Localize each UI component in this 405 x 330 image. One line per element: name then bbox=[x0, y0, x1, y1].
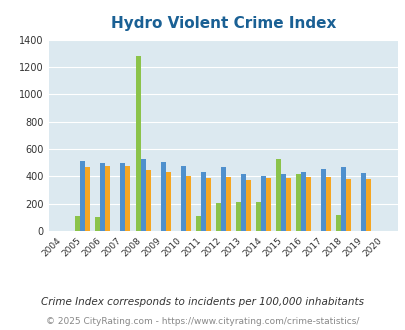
Bar bbox=[125, 166, 130, 231]
Bar bbox=[185, 176, 190, 231]
Bar bbox=[255, 202, 260, 231]
Bar bbox=[120, 163, 125, 231]
Bar bbox=[345, 179, 350, 231]
Bar bbox=[301, 172, 305, 231]
Text: Crime Index corresponds to incidents per 100,000 inhabitants: Crime Index corresponds to incidents per… bbox=[41, 297, 364, 307]
Bar bbox=[305, 177, 310, 231]
Bar bbox=[205, 178, 210, 231]
Bar bbox=[285, 178, 290, 231]
Bar bbox=[335, 214, 340, 231]
Bar bbox=[365, 179, 371, 231]
Bar bbox=[200, 172, 205, 231]
Bar bbox=[295, 174, 301, 231]
Bar bbox=[135, 56, 140, 231]
Bar bbox=[340, 167, 345, 231]
Bar bbox=[100, 163, 105, 231]
Bar bbox=[165, 172, 170, 231]
Bar bbox=[220, 167, 225, 231]
Bar bbox=[75, 216, 80, 231]
Bar bbox=[280, 174, 285, 231]
Text: © 2025 CityRating.com - https://www.cityrating.com/crime-statistics/: © 2025 CityRating.com - https://www.city… bbox=[46, 317, 359, 326]
Bar bbox=[320, 170, 325, 231]
Bar bbox=[95, 217, 100, 231]
Bar bbox=[140, 159, 145, 231]
Bar bbox=[225, 177, 230, 231]
Bar bbox=[180, 166, 185, 231]
Bar bbox=[85, 167, 90, 231]
Bar bbox=[215, 203, 220, 231]
Bar bbox=[105, 166, 110, 231]
Bar bbox=[265, 178, 270, 231]
Bar bbox=[360, 173, 365, 231]
Bar bbox=[80, 161, 85, 231]
Bar bbox=[325, 177, 330, 231]
Bar bbox=[145, 170, 150, 231]
Bar bbox=[245, 180, 250, 231]
Bar bbox=[275, 159, 280, 231]
Bar bbox=[240, 174, 245, 231]
Title: Hydro Violent Crime Index: Hydro Violent Crime Index bbox=[110, 16, 335, 31]
Bar bbox=[260, 176, 265, 231]
Bar bbox=[235, 202, 240, 231]
Bar bbox=[160, 162, 165, 231]
Bar bbox=[195, 216, 200, 231]
